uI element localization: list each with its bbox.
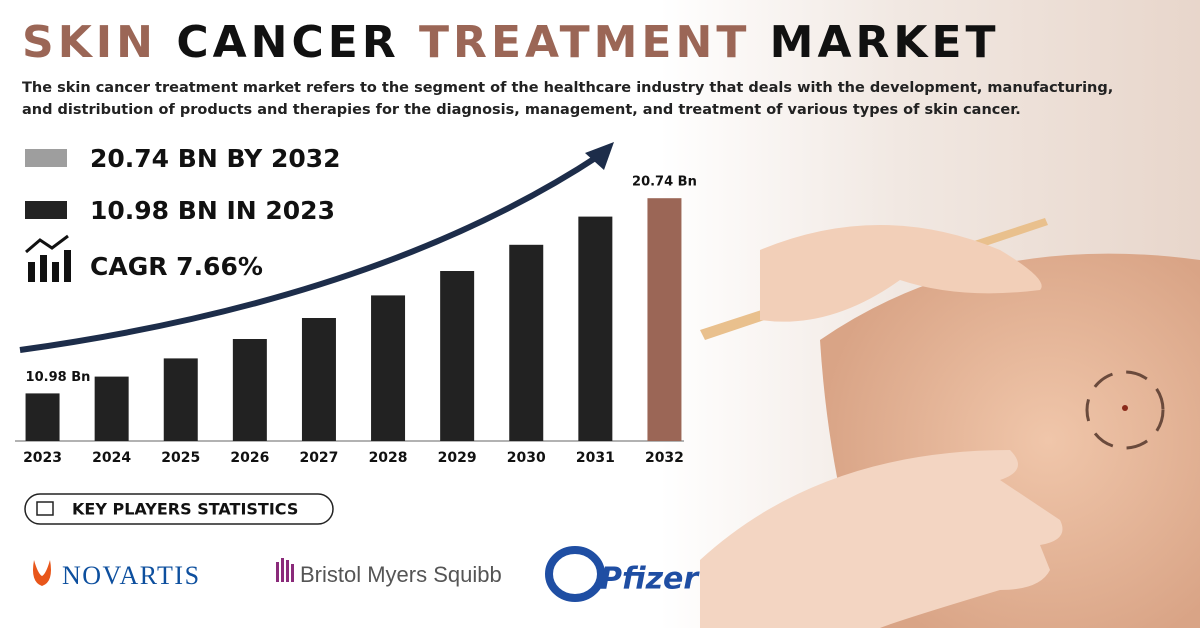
bar: [25, 393, 60, 441]
bar: [163, 358, 198, 441]
bms-logo: [276, 558, 294, 582]
bar: [301, 318, 336, 441]
title-part: SKIN: [22, 17, 157, 68]
hand-bottom: [700, 450, 1063, 628]
title-part: CANCER: [176, 17, 399, 68]
x-tick-label: 2028: [369, 450, 408, 466]
mole-marker: [1085, 370, 1165, 450]
hand-top: [760, 225, 1042, 322]
player-logo: Pfizer: [600, 562, 700, 597]
novartis-logo: [33, 560, 51, 586]
bar: [509, 244, 544, 441]
value-label: 10.98 Bn: [26, 370, 91, 385]
bar: [647, 198, 682, 441]
player-logo: Bristol Myers Squibb: [300, 562, 502, 587]
x-tick-label: 2031: [576, 450, 615, 466]
growth-arrow: [19, 152, 602, 353]
mole: [1122, 405, 1128, 411]
bar: [578, 216, 613, 441]
value-label: 20.74 Bn: [632, 175, 697, 190]
key-players-pill: [24, 493, 334, 525]
description: The skin cancer treatment market refers …: [22, 80, 1113, 96]
x-tick-label: 2026: [230, 450, 269, 466]
bar: [371, 295, 406, 441]
stat-icon: [25, 201, 67, 219]
players-icon: [36, 501, 54, 516]
stat: CAGR 7.66%: [90, 252, 263, 281]
bar: [440, 271, 475, 441]
player-logo: NOVARTIS: [62, 561, 201, 590]
bar: [94, 376, 129, 441]
x-tick-label: 2027: [299, 450, 338, 466]
cagr-icon: [25, 234, 71, 282]
arrow-head: [585, 142, 614, 170]
pfizer-logo: [545, 546, 605, 602]
x-tick-label: 2023: [23, 450, 62, 466]
stat: 10.98 BN IN 2023: [90, 196, 335, 225]
title-part: TREATMENT: [419, 17, 750, 68]
title-part: MARKET: [770, 17, 1000, 68]
title: SKIN CANCER TREATMENT MARKET: [22, 17, 1000, 68]
x-tick-label: 2032: [645, 450, 684, 466]
stat: 20.74 BN BY 2032: [90, 144, 341, 173]
x-tick-label: 2025: [161, 450, 200, 466]
x-tick-label: 2029: [438, 450, 477, 466]
x-tick-label: 2024: [92, 450, 131, 466]
stat-icon: [25, 149, 67, 167]
description: and distribution of products and therapi…: [22, 102, 1021, 118]
key-players-heading: KEY PLAYERS STATISTICS: [72, 500, 298, 519]
bar: [232, 339, 267, 441]
bar-chart: 2023 10.98 Bn 2024 2025 2026 2027 2028 2029 2030…: [23, 175, 697, 466]
x-tick-label: 2030: [507, 450, 546, 466]
